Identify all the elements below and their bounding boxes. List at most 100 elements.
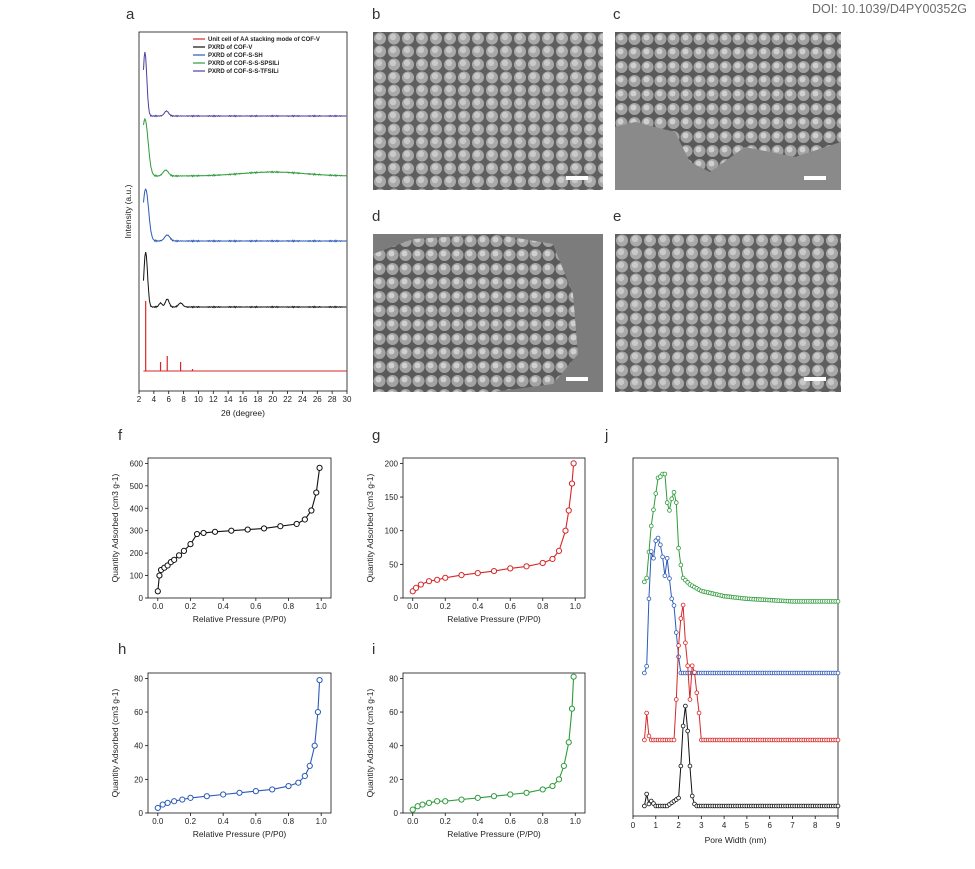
h-xtick-label: 0.8 [283,817,295,826]
i-point [560,762,567,769]
g-point [417,581,424,588]
g-point [549,555,556,563]
psd-xtick-label: 8 [813,821,818,830]
psd-point [648,523,654,529]
sem-image-b [373,32,603,190]
g-point [562,527,569,534]
f-point [277,523,284,530]
h-point [236,789,243,796]
h-point [285,782,292,790]
g-point [570,460,577,467]
sem-image-c [615,32,841,190]
i-point [570,673,577,680]
psd-point [685,728,690,734]
f-point [313,489,320,496]
f-ytick-label: 300 [130,527,144,536]
h-point [203,793,210,800]
f-point [193,530,201,538]
psd-point [642,737,647,743]
g-ytick-label: 150 [385,493,399,502]
panel-label-g: g [372,427,381,444]
psd-point [673,697,679,702]
g-point [523,563,530,570]
psd-point [667,576,672,581]
psd-point [673,500,679,505]
psd-xtick-label: 1 [654,821,659,830]
scale-bar-d [566,377,588,381]
i-point [565,739,572,746]
pxrd-xtick-label: 2 [137,395,142,404]
psd-point [687,763,693,769]
g-point [490,567,498,575]
f-xtick-label: 0.8 [283,602,295,611]
psd-point [644,663,649,669]
f-ytick-label: 500 [130,482,144,491]
psd-series-line [642,705,838,807]
pxrd-legend-label: PXRD of COF-V [208,45,252,51]
i-xtick-label: 1.0 [570,817,582,826]
i-xtick-label: 0.6 [505,817,517,826]
i-point [419,801,426,808]
i-point [555,776,563,783]
h-frame [147,672,332,814]
f-point [260,525,268,532]
i-point [568,705,576,712]
f-curve [157,467,321,592]
h-ytick-label: 60 [134,708,143,717]
i-ytick-label: 20 [389,775,398,784]
psd-point [678,616,684,621]
psd-point [683,640,688,646]
i-point [490,793,498,800]
panel-label-f: f [118,427,123,444]
h-xtick-label: 0.4 [218,817,230,826]
scale-bar-c [804,176,826,180]
psd-xtick-label: 4 [722,821,727,830]
f-point [175,552,183,559]
g-point [507,565,514,572]
f-point [171,556,178,563]
psd-point [662,573,668,579]
pxrd-xtick-label: 30 [343,395,352,404]
h-point [252,788,259,795]
psd-frame [632,457,839,817]
g-point [442,574,449,581]
psd-point [689,793,695,799]
psd-series-line [642,536,838,674]
i-xtick-label: 0.2 [440,817,452,826]
pxrd-legend-label: PXRD of COF-S-SH [208,53,263,59]
psd-point [835,803,841,809]
h-point [311,742,318,749]
g-point [539,559,546,567]
h-point [269,786,276,793]
psd-point [644,791,649,797]
f-xlabel: Relative Pressure (P/P0) [193,614,287,624]
h-xtick-label: 0.2 [185,817,197,826]
i-xtick-label: 0.0 [407,817,419,826]
g-ytick-label: 0 [394,594,399,603]
psd-point [687,697,693,702]
f-point [316,464,323,471]
i-ylabel: Quantity Adsorbed (cm3 g-1) [365,689,375,798]
psd-point [692,670,697,675]
i-point [549,782,556,790]
psd-point [648,549,654,554]
f-point [180,547,188,554]
i-point [409,806,416,813]
pxrd-line-tfsili [143,51,347,118]
pxrd-line-cof-s-sh [143,188,347,243]
panel-label-c: c [613,6,621,23]
i-point [442,798,449,805]
f-point [228,527,235,534]
psd-point [683,703,688,709]
h-ylabel: Quantity Adsorbed (cm3 g-1) [110,689,120,798]
f-frame [147,457,332,599]
psd-point [676,545,681,551]
g-ytick-label: 100 [385,527,399,536]
psd-point [660,554,665,560]
psd-point [696,710,702,716]
i-point [425,799,433,807]
f-ytick-label: 0 [139,594,144,603]
g-point [565,507,572,514]
h-point [306,762,313,769]
